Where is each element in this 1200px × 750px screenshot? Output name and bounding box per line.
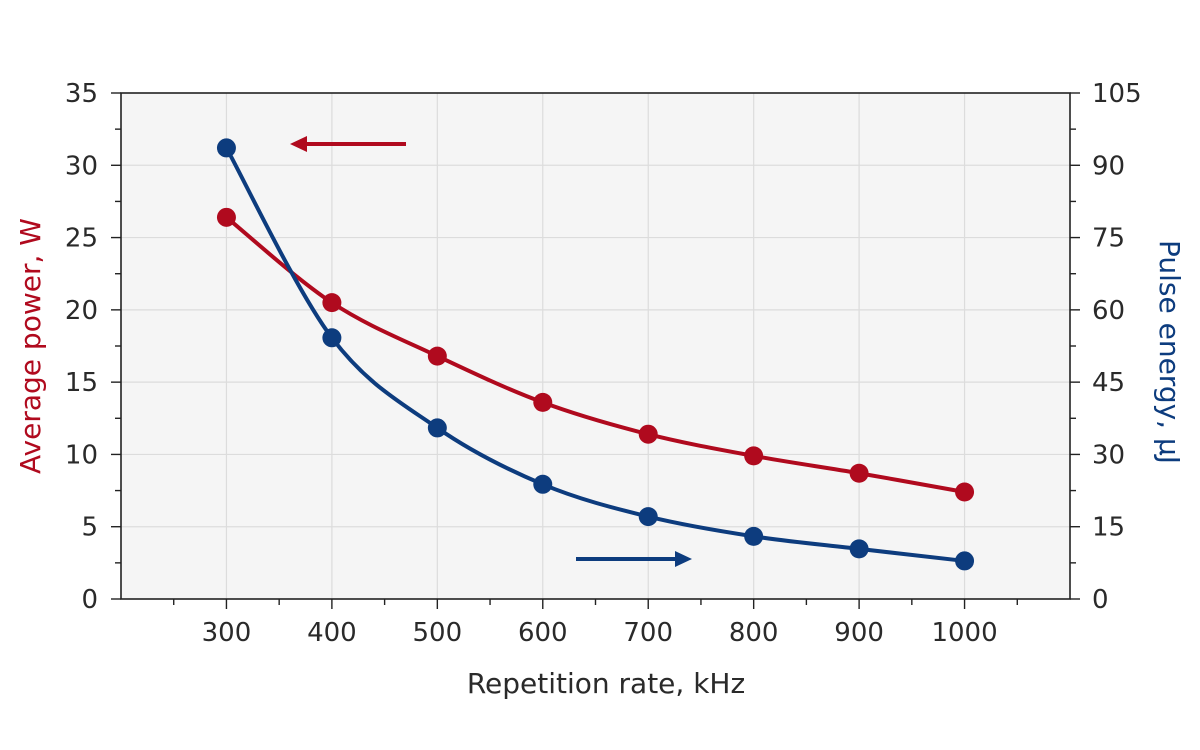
y-tick-label-right: 45	[1092, 368, 1125, 398]
y-tick-label-right: 0	[1092, 585, 1109, 615]
grid-lines	[121, 93, 1070, 599]
y-tick-label-left: 15	[65, 368, 98, 398]
data-point-energy	[638, 507, 658, 527]
data-point-power	[744, 446, 764, 466]
y-axis-title-left: Average power, W	[14, 218, 47, 474]
x-tick-label: 400	[307, 618, 357, 648]
y-tick-label-right: 75	[1092, 224, 1125, 254]
plot-background	[121, 93, 1070, 599]
x-tick-label: 900	[834, 618, 884, 648]
y-tick-label-right: 30	[1092, 440, 1125, 470]
y-tick-labels-left: 0 5 10 15 20 25 30 35	[65, 79, 98, 615]
y-tick-label-right: 60	[1092, 296, 1125, 326]
y-tick-label-left: 20	[65, 296, 98, 326]
x-tick-label: 700	[623, 618, 673, 648]
x-tick-label: 300	[202, 618, 252, 648]
data-point-power	[638, 424, 658, 444]
data-point-energy	[322, 328, 342, 348]
data-point-power	[533, 392, 553, 412]
data-point-energy	[849, 539, 869, 559]
y-tick-label-right: 15	[1092, 513, 1125, 543]
data-point-energy	[744, 526, 764, 546]
y-tick-label-left: 5	[81, 513, 98, 543]
direction-arrows	[290, 136, 692, 567]
x-axis-title: Repetition rate, kHz	[467, 667, 745, 700]
y-tick-label-left: 35	[65, 79, 98, 109]
data-point-power	[427, 346, 447, 366]
left-arrow-head	[290, 136, 307, 152]
y-tick-label-left: 25	[65, 224, 98, 254]
right-arrow-head	[675, 551, 692, 567]
data-point-power	[322, 293, 342, 313]
data-point-energy	[427, 418, 447, 438]
y-tick-label-right: 105	[1092, 79, 1142, 109]
data-point-energy	[955, 551, 975, 571]
y-tick-label-left: 10	[65, 440, 98, 470]
data-point-energy	[216, 138, 236, 158]
y-tick-label-left: 0	[81, 585, 98, 615]
x-tick-label: 500	[413, 618, 463, 648]
x-tick-label: 600	[518, 618, 568, 648]
y-tick-label-right: 90	[1092, 151, 1125, 181]
x-tick-label: 800	[729, 618, 779, 648]
y-tick-labels-right: 0 15 30 45 60 75 90 105	[1092, 79, 1142, 615]
data-point-power	[216, 207, 236, 227]
x-tick-labels: 300 400 500 600 700 800 900 1000	[202, 618, 998, 648]
y-tick-label-left: 30	[65, 151, 98, 181]
data-point-power	[849, 463, 869, 483]
x-tick-label: 1000	[931, 618, 997, 648]
axis-ticks	[111, 92, 1080, 609]
series-points	[216, 138, 975, 571]
y-axis-title-right: Pulse energy, μJ	[1153, 240, 1186, 464]
data-point-energy	[533, 474, 553, 494]
data-point-power	[955, 482, 975, 502]
